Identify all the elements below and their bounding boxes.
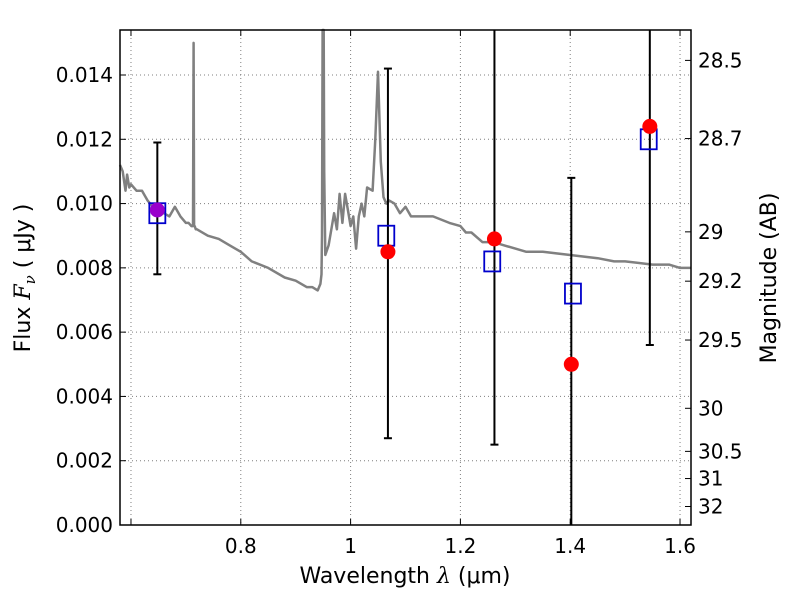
observed-point (149, 202, 165, 218)
y2-axis: 28.5 28.7 29 29.2 29.5 30 30.5 31 32 (685, 48, 743, 519)
model-point (564, 282, 582, 305)
y2-tick-label: 29.5 (698, 328, 743, 352)
x-tick-label: 1.4 (554, 534, 586, 558)
y2-axis-label: Magnitude (AB) (757, 193, 782, 364)
y-tick-label: 0.014 (56, 63, 113, 87)
y2-tick-label: 32 (698, 495, 723, 519)
x-tick-label: 1 (344, 534, 357, 558)
y-tick-label: 0.008 (56, 256, 113, 280)
y-axis-label: Flux Fν ( μJy ) (11, 204, 39, 353)
x-axis: 0.8 1 1.2 1.4 1.6 (130, 30, 696, 558)
y2-tick-label: 30 (698, 396, 723, 420)
observed-point (380, 244, 396, 260)
y-tick-label: 0.000 (56, 513, 113, 537)
model-points (148, 128, 658, 305)
y2-tick-label: 31 (698, 467, 723, 491)
y2-tick-label: 28.7 (698, 127, 743, 151)
y2-tick-label: 29.2 (698, 269, 743, 293)
y2-tick-label: 29 (698, 220, 723, 244)
y-tick-label: 0.010 (56, 192, 113, 216)
observed-point (563, 356, 579, 372)
y-tick-label: 0.006 (56, 320, 113, 344)
model-point (377, 224, 396, 247)
y2-tick-label: 28.5 (698, 48, 743, 72)
y-axis: 0.000 0.002 0.004 0.006 0.008 0.010 0.012 0.014 (56, 63, 126, 537)
y-tick-label: 0.002 (56, 449, 113, 473)
y-tick-label: 0.012 (56, 127, 113, 151)
spectrum-line (118, 28, 691, 292)
observed-points (149, 118, 658, 372)
errorbars (153, 30, 654, 525)
x-tick-label: 1.6 (664, 534, 696, 558)
plot-frame (119, 29, 692, 526)
model-point (483, 250, 502, 273)
observed-point (486, 231, 502, 247)
y2-tick-label: 30.5 (698, 439, 743, 463)
observed-point (642, 118, 658, 134)
spectrum-series (118, 28, 691, 292)
y-tick-label: 0.004 (56, 384, 113, 408)
x-tick-label: 0.8 (225, 534, 257, 558)
x-axis-label: Wavelength λ (μm) (299, 564, 510, 589)
grid (120, 30, 691, 526)
x-tick-label: 1.2 (444, 534, 476, 558)
